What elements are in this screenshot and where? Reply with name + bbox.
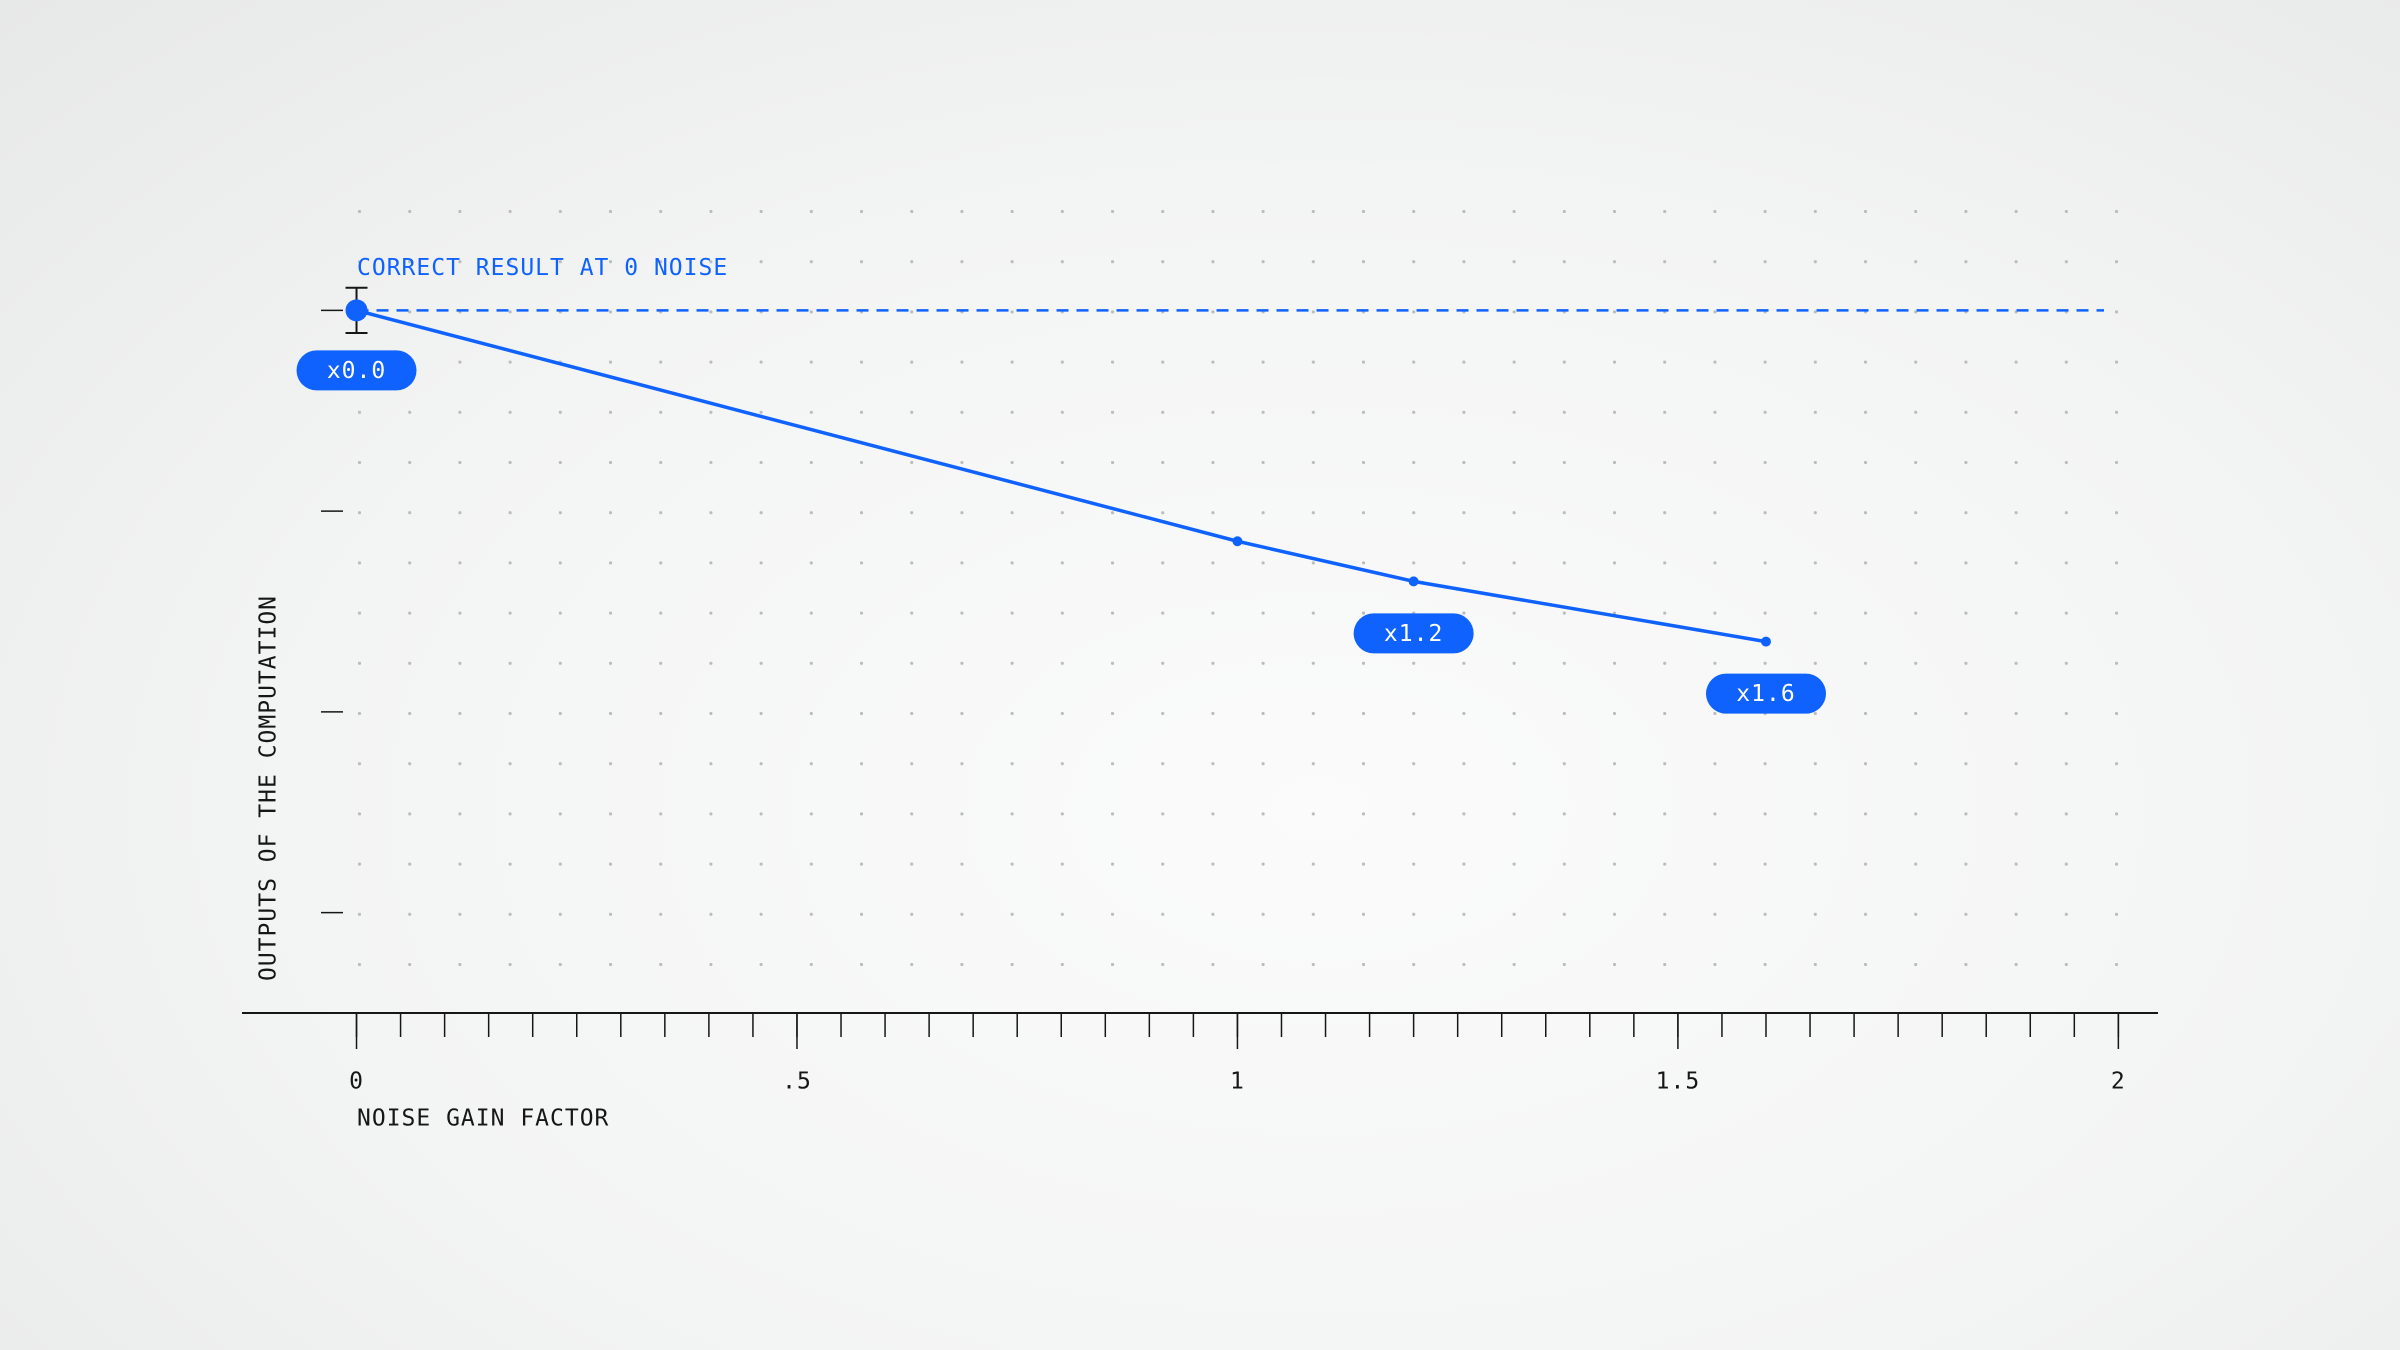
x-tick-label: 1.5 <box>1656 1069 1701 1095</box>
x-tick-label: 0 <box>349 1069 364 1095</box>
x-axis-label: NOISE GAIN FACTOR <box>357 1106 609 1132</box>
point <box>345 299 368 322</box>
y-axis-label: OUTPUTS OF THE COMPUTATION <box>256 595 282 981</box>
series-line <box>356 308 1767 644</box>
reference-label: CORRECT RESULT AT 0 NOISE <box>357 255 728 281</box>
point-label-pill <box>1353 613 1474 654</box>
point <box>1760 636 1771 647</box>
point-label-pill <box>296 350 417 391</box>
point-label: x0.0 <box>327 358 386 384</box>
point-label: x1.2 <box>1384 621 1443 647</box>
point-label-pill <box>1705 673 1826 714</box>
x-tick-label: .5 <box>782 1069 812 1095</box>
x-tick-label: 1 <box>1230 1069 1245 1095</box>
dot-grid <box>356 208 2160 978</box>
x-tick-label: 2 <box>2111 1069 2126 1095</box>
point <box>1232 536 1243 547</box>
point <box>1408 576 1419 587</box>
point-label: x1.6 <box>1736 681 1795 707</box>
